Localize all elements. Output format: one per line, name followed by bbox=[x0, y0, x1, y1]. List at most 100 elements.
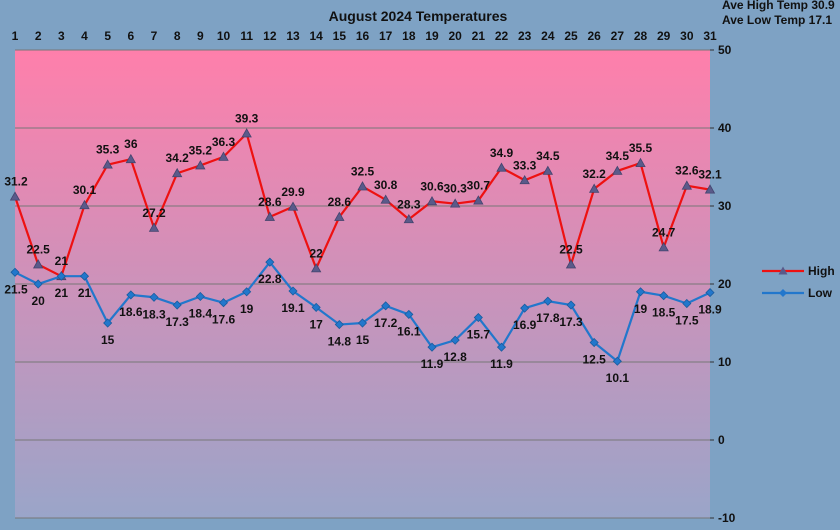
low-point bbox=[404, 309, 414, 319]
x-tick-label: 9 bbox=[197, 29, 204, 43]
high-data-label: 30.1 bbox=[73, 183, 97, 197]
x-tick-label: 10 bbox=[217, 29, 231, 43]
low-point bbox=[265, 257, 275, 267]
x-tick-label: 15 bbox=[333, 29, 347, 43]
high-data-label: 22.5 bbox=[559, 243, 583, 257]
low-point bbox=[705, 288, 715, 298]
x-tick-label: 17 bbox=[379, 29, 393, 43]
high-point bbox=[32, 259, 44, 269]
y-tick-label: 0 bbox=[718, 433, 725, 447]
x-tick-label: 30 bbox=[680, 29, 694, 43]
high-data-label: 34.5 bbox=[536, 149, 560, 163]
low-data-label: 15 bbox=[356, 333, 370, 347]
x-tick-label: 8 bbox=[174, 29, 181, 43]
x-tick-label: 3 bbox=[58, 29, 65, 43]
low-point bbox=[126, 290, 136, 300]
low-point bbox=[589, 337, 599, 348]
high-data-label: 32.2 bbox=[582, 167, 606, 181]
x-tick-label: 21 bbox=[472, 29, 486, 43]
high-data-label: 28.3 bbox=[397, 197, 421, 211]
low-legend-marker bbox=[779, 289, 787, 297]
high-data-label: 31.2 bbox=[4, 175, 28, 189]
low-data-label: 17.3 bbox=[559, 315, 583, 329]
high-data-label: 22 bbox=[309, 246, 323, 260]
high-point bbox=[171, 167, 183, 178]
low-point bbox=[635, 287, 646, 297]
low-data-label: 18.5 bbox=[652, 306, 676, 320]
x-tick-label: 16 bbox=[356, 29, 370, 43]
low-point bbox=[103, 318, 113, 328]
x-tick-label: 5 bbox=[104, 29, 111, 43]
low-point bbox=[218, 298, 229, 308]
low-point bbox=[612, 356, 622, 366]
low-data-label: 17.3 bbox=[165, 315, 189, 329]
low-data-label: 18.3 bbox=[142, 307, 166, 321]
high-data-label: 34.2 bbox=[165, 151, 189, 165]
low-data-label: 19.1 bbox=[281, 301, 305, 315]
high-point bbox=[380, 194, 391, 204]
high-data-label: 33.3 bbox=[513, 158, 537, 172]
low-data-label: 14.8 bbox=[328, 335, 352, 349]
low-point bbox=[566, 300, 576, 310]
low-point bbox=[172, 300, 182, 310]
high-point bbox=[310, 263, 322, 273]
high-data-label: 28.6 bbox=[328, 195, 352, 209]
low-data-label: 20 bbox=[31, 294, 45, 308]
gridlines bbox=[15, 49, 710, 519]
x-tick-label: 7 bbox=[151, 29, 158, 43]
high-data-label: 39.3 bbox=[235, 111, 259, 125]
low-point bbox=[334, 319, 344, 330]
high-point bbox=[334, 211, 345, 221]
low-data-label: 12.8 bbox=[443, 350, 467, 364]
low-data-label: 21.5 bbox=[4, 282, 28, 296]
x-tick-label: 27 bbox=[611, 29, 625, 43]
low-point bbox=[311, 302, 321, 312]
high-data-label: 32.5 bbox=[351, 165, 375, 179]
low-point bbox=[195, 291, 205, 302]
low-data-label: 16.1 bbox=[397, 324, 421, 338]
x-tick-label: 18 bbox=[402, 29, 416, 43]
high-data-label: 27.2 bbox=[142, 206, 166, 220]
x-tick-label: 13 bbox=[286, 29, 300, 43]
x-tick-label: 29 bbox=[657, 29, 671, 43]
low-point bbox=[79, 271, 90, 281]
high-point bbox=[79, 199, 90, 210]
low-point bbox=[10, 267, 20, 277]
low-data-label: 12.5 bbox=[582, 353, 606, 367]
low-data-label: 18.9 bbox=[698, 303, 722, 317]
low-data-label: 17.5 bbox=[675, 314, 699, 328]
high-data-label: 34.5 bbox=[606, 149, 630, 163]
high-data-label: 30.6 bbox=[420, 179, 444, 193]
high-point bbox=[102, 159, 113, 169]
high-data-label: 36 bbox=[124, 137, 138, 151]
y-tick-label: 30 bbox=[718, 199, 732, 213]
high-data-label: 35.3 bbox=[96, 143, 120, 157]
high-data-label: 30.8 bbox=[374, 178, 398, 192]
low-data-label: 16.9 bbox=[513, 318, 537, 332]
low-point bbox=[450, 335, 460, 345]
high-point bbox=[704, 184, 716, 194]
high-point bbox=[519, 174, 530, 185]
x-tick-label: 4 bbox=[81, 29, 88, 43]
low-data-label: 15 bbox=[101, 333, 115, 347]
high-point bbox=[612, 165, 623, 175]
x-tick-label: 19 bbox=[425, 29, 439, 43]
low-data-label: 21 bbox=[55, 286, 69, 300]
low-point bbox=[288, 286, 298, 296]
high-point bbox=[357, 181, 368, 191]
x-tick-label: 28 bbox=[634, 29, 648, 43]
low-data-label: 17.8 bbox=[536, 311, 560, 325]
x-tick-label: 25 bbox=[564, 29, 578, 43]
high-point bbox=[9, 191, 21, 201]
high-data-label: 32.1 bbox=[698, 168, 722, 182]
high-data-label: 22.5 bbox=[26, 243, 50, 257]
low-data-label: 22.8 bbox=[258, 272, 282, 286]
low-point bbox=[473, 312, 483, 323]
low-data-label: 11.9 bbox=[490, 357, 513, 371]
high-data-label: 30.7 bbox=[467, 179, 491, 193]
high-point bbox=[681, 180, 693, 190]
high-point bbox=[426, 196, 438, 206]
high-point bbox=[195, 160, 206, 170]
x-tick-label: 26 bbox=[587, 29, 601, 43]
